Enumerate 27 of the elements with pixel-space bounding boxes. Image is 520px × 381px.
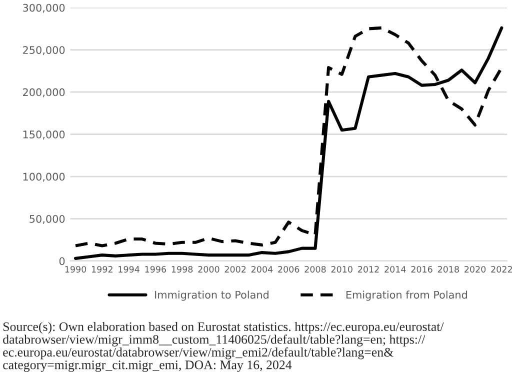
x-tick-label: 2008 <box>304 266 326 273</box>
y-tick-label: 200,000 <box>23 88 65 98</box>
y-tick-label: 0 <box>59 257 65 266</box>
x-tick-label: 2022 <box>491 266 512 273</box>
x-tick-label: 1994 <box>118 266 140 273</box>
y-tick-label: 100,000 <box>23 172 65 182</box>
legend-label: Emigration from Poland <box>346 290 467 301</box>
x-tick-label: 2012 <box>358 266 379 273</box>
y-tick-label: 50,000 <box>30 214 65 224</box>
y-tick-label: 250,000 <box>23 46 65 56</box>
x-tick-label: 1990 <box>65 266 86 273</box>
x-tick-label: 2006 <box>278 266 300 273</box>
x-tick-label: 2004 <box>251 266 273 273</box>
x-tick-label: 2014 <box>384 266 406 273</box>
legend-label: Immigration to Poland <box>155 290 268 301</box>
x-tick-label: 2000 <box>198 266 220 273</box>
x-tick-label: 1996 <box>145 266 166 273</box>
x-tick-label: 2010 <box>331 266 352 273</box>
x-tick-label: 2020 <box>464 266 486 273</box>
x-tick-label: 2018 <box>438 266 459 273</box>
x-tick-label: 1992 <box>92 266 112 273</box>
x-tick-label: 2002 <box>224 266 246 273</box>
source-note: Source(s): Own elaboration based on Eurostat statistics. https://ec.europa.eu/eurostat/ databrowser/view/migr_imm8__custom_11406025/default/table?lang=en; https:// ec.europa.eu/eurostat/databrowser/view/migr_emi2/default/table?lang=en& category=migr.migr_cit.migr_emi, DOA: May 16, 2024 <box>3 322 444 372</box>
y-tick-label: 150,000 <box>23 130 65 140</box>
y-tick-label: 300,000 <box>23 4 65 13</box>
x-tick-label: 1998 <box>172 266 193 273</box>
x-tick-label: 2016 <box>411 266 432 273</box>
